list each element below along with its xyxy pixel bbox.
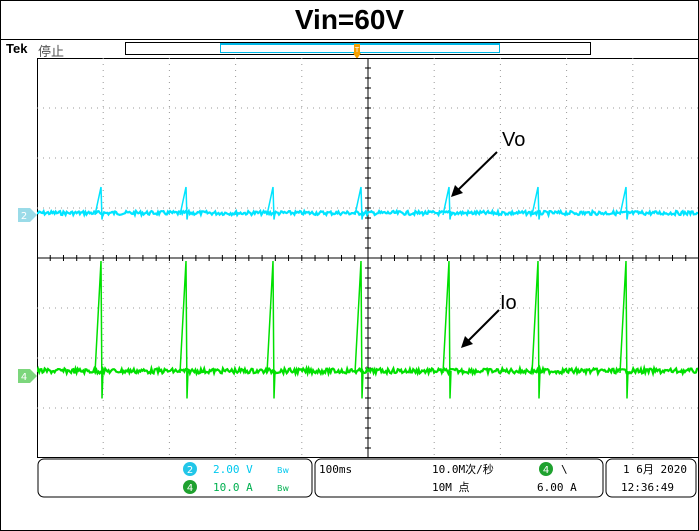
io-arrow-head xyxy=(461,336,473,348)
ch4-spike xyxy=(266,260,276,399)
sample-rate: 10.0M次/秒 xyxy=(432,462,494,476)
ch4-spike xyxy=(354,260,364,399)
ch2-spike xyxy=(94,186,104,220)
status-panel: 2 2.00 V Bw 4 10.0 A Bw 100ms 10.0M次/秒 1… xyxy=(37,458,697,498)
datetime-info-box xyxy=(605,458,697,498)
ch2-spike xyxy=(179,186,189,220)
ch2-spike xyxy=(354,186,364,220)
ch4-baseline xyxy=(37,364,699,378)
ch4-spike xyxy=(179,260,189,399)
ch4-spike xyxy=(619,260,629,399)
vo-arrow-line xyxy=(456,151,498,192)
ch4-badge-number: 4 xyxy=(187,483,193,494)
time-display: 12:36:49 xyxy=(621,481,674,494)
trigger-position-icon[interactable]: T xyxy=(352,44,362,60)
ch4-ground-marker[interactable]: 4 xyxy=(18,368,38,384)
ch2-spike xyxy=(442,186,452,220)
time-per-div: 100ms xyxy=(319,463,352,476)
acquisition-status: 停止 xyxy=(38,45,65,60)
vo-arrow-head xyxy=(451,185,463,197)
ch4-waveform xyxy=(37,260,699,399)
ch4-spike xyxy=(442,260,452,399)
vo-annotation-label: Vo xyxy=(502,129,525,151)
trigger-source-icon xyxy=(539,462,553,476)
svg-text:T: T xyxy=(354,46,360,54)
ch2-bw-icon: Bw xyxy=(277,466,289,475)
ch2-scale: 2.00 V xyxy=(213,463,253,476)
ch4-spike xyxy=(94,260,104,399)
title-bar: Vin=60V xyxy=(0,0,699,40)
io-arrow-line xyxy=(466,309,500,343)
channel-info-box xyxy=(37,458,313,498)
ch2-waveform xyxy=(37,186,699,220)
ch2-marker-label: 2 xyxy=(21,211,27,222)
ch2-badge-number: 2 xyxy=(187,465,193,476)
ch2-spike xyxy=(619,186,629,220)
ch4-scale: 10.0 A xyxy=(213,481,253,494)
ch2-spike xyxy=(531,186,541,220)
ch4-badge-icon xyxy=(183,480,197,494)
ch2-baseline xyxy=(37,207,699,219)
io-annotation-label: Io xyxy=(500,292,517,314)
ch4-spike xyxy=(531,260,541,399)
ch2-ground-marker[interactable]: 2 xyxy=(18,207,38,223)
ch2-spike xyxy=(266,186,276,220)
trigger-source: 4 xyxy=(543,465,549,476)
graticule-grid xyxy=(37,58,699,458)
ch2-badge-icon xyxy=(183,462,197,476)
oscilloscope-display: Vo Io xyxy=(37,58,699,458)
scope-header: Tek 停止 xyxy=(0,40,699,60)
ch4-bw-icon: Bw xyxy=(277,484,289,493)
date-display: 1 6月 2020 xyxy=(623,463,687,476)
trigger-level: 6.00 A xyxy=(537,481,577,494)
page-title: Vin=60V xyxy=(294,4,405,35)
record-length: 10M 点 xyxy=(432,481,470,494)
ch4-marker-label: 4 xyxy=(21,372,27,383)
trigger-slope-icon: \ xyxy=(561,463,568,476)
timebase-info-box xyxy=(314,458,604,498)
brand-label: Tek xyxy=(6,41,28,56)
